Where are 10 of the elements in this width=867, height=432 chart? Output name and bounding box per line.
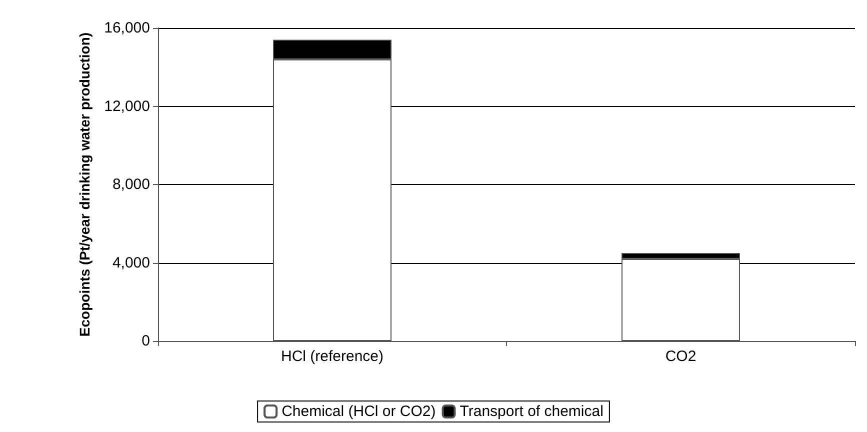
y-tick-label: 4,000 [112, 254, 150, 272]
y-tick-label: 0 [142, 332, 150, 350]
y-tick-label: 8,000 [112, 176, 150, 193]
y-tick-label: 12,000 [104, 98, 150, 115]
legend-label: Transport of chemical [460, 403, 604, 420]
legend-label: Chemical (HCl or CO2) [282, 403, 436, 420]
y-axis-title: Ecopoints (Pt/year drinking water production) [76, 32, 93, 337]
x-tick-label: HCl (reference) [280, 348, 384, 365]
y-tick-label: 16,000 [104, 20, 150, 36]
x-tick-label: CO2 [665, 348, 696, 365]
